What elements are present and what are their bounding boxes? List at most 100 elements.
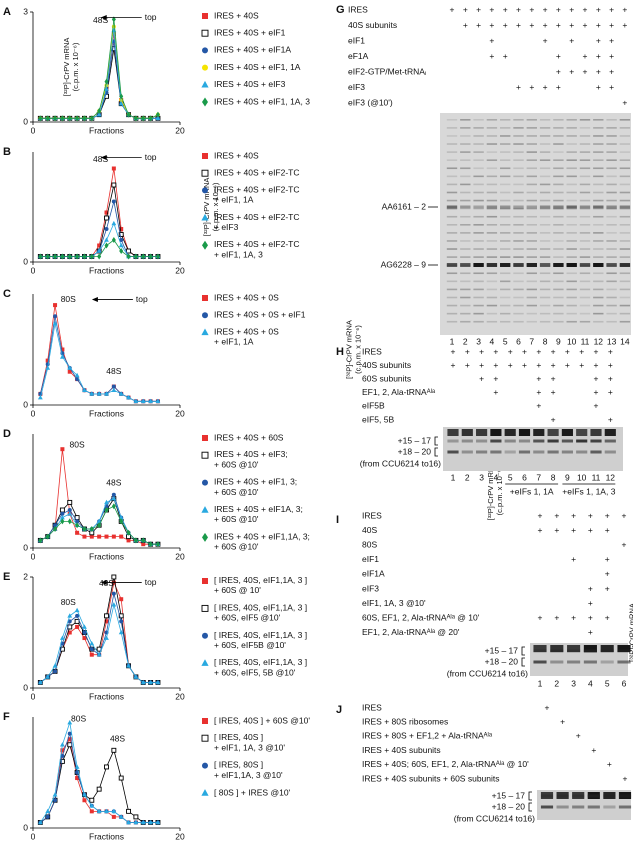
condition-label: eIF1 (362, 554, 379, 564)
lane-number: 8 (551, 472, 556, 482)
data-point (155, 679, 161, 685)
gel-band (606, 191, 617, 194)
data-point (118, 232, 124, 237)
gel-band (473, 191, 484, 194)
lane-number: 12 (606, 472, 616, 482)
lane-mark: + (556, 82, 561, 92)
series-line (40, 604, 158, 683)
gel-band (593, 205, 604, 209)
data-point (45, 358, 50, 363)
data-point (53, 115, 58, 122)
y-axis-label: [³²P]-CrPV mRNA(c.p.m. x 10⁻⁶) (344, 320, 362, 379)
data-point (74, 372, 80, 378)
legend-marker (202, 153, 208, 159)
gel-band (473, 296, 484, 299)
gel-band (526, 215, 537, 218)
gel-band (593, 159, 604, 161)
gel-band (567, 660, 581, 664)
lane-number: 4 (494, 472, 499, 482)
data-point (82, 624, 87, 629)
gel-band (446, 232, 458, 234)
series-line (40, 33, 158, 119)
gel-band (619, 312, 631, 315)
data-point (53, 253, 58, 260)
gel-band (473, 199, 484, 202)
series-line (40, 323, 158, 402)
data-point (119, 518, 124, 525)
data-point (82, 253, 87, 260)
gel-band (593, 240, 604, 242)
gel-band (539, 280, 551, 283)
gel-band (553, 159, 564, 161)
lane-mark: + (608, 387, 613, 397)
band-label: +18 – 20 (485, 656, 519, 666)
gel-band (486, 232, 498, 234)
data-point (104, 210, 109, 215)
legend-label: IRES + 40S (214, 150, 259, 160)
gel-band (446, 312, 458, 315)
gel-band (539, 167, 551, 170)
gel-band (619, 296, 631, 299)
x-axis-label: Fractions (89, 831, 124, 841)
gel-band (504, 439, 516, 443)
lane-mark: + (560, 716, 565, 726)
series-line (40, 581, 158, 683)
gel-band (539, 215, 551, 218)
gel-band (473, 248, 484, 250)
data-point (60, 354, 65, 359)
data-point (155, 541, 160, 548)
gel-band (500, 175, 511, 178)
series-line (40, 30, 158, 119)
lane-number: 2 (465, 472, 470, 482)
legend-marker (202, 97, 208, 107)
legend-label: IRES + 40S + eIF2-TC + eIF3 (214, 212, 300, 232)
gel-band (513, 272, 524, 275)
data-point (53, 303, 58, 308)
gel-band (473, 272, 484, 275)
gel-band (539, 232, 551, 234)
data-point (60, 253, 65, 260)
lane-mark: + (489, 4, 494, 14)
gel-band (513, 143, 524, 145)
lane-mark: + (538, 510, 543, 520)
gel-band (579, 240, 591, 242)
gel-band (606, 224, 617, 226)
lane-mark: + (594, 346, 599, 356)
condition-label: eIF3 (362, 583, 379, 593)
gel-band (553, 248, 564, 250)
gel-band (526, 304, 537, 307)
lane-mark: + (569, 66, 574, 76)
lane-number: 1 (450, 336, 455, 346)
gel-band (446, 191, 458, 194)
gel-band (473, 207, 484, 210)
lane-mark: + (551, 346, 556, 356)
gel-band (566, 205, 577, 209)
data-point (45, 365, 51, 370)
gel-band (550, 649, 564, 653)
gel-band (556, 792, 569, 799)
gel-band (619, 119, 631, 121)
data-point (59, 507, 65, 513)
data-point (104, 507, 109, 513)
data-point (111, 32, 116, 36)
gel-band (513, 205, 524, 209)
data-point (67, 365, 73, 370)
gel-band (500, 143, 511, 145)
data-point (97, 243, 102, 248)
gel-band (540, 792, 554, 799)
gel-band (619, 224, 631, 226)
lane-mark: + (596, 66, 601, 76)
gel-band (460, 320, 471, 323)
gel-band (539, 151, 551, 153)
gel-band (567, 645, 581, 652)
gel-band (539, 288, 551, 291)
gel-band (526, 119, 537, 121)
lane-mark: + (591, 745, 596, 755)
gel-band (572, 805, 585, 809)
data-point (96, 786, 102, 792)
gel-band (593, 304, 604, 307)
data-point (67, 518, 72, 525)
group-label: +eIFs 1, 1A, 3 (562, 486, 615, 496)
data-point (104, 391, 109, 396)
gel-band (619, 175, 631, 178)
